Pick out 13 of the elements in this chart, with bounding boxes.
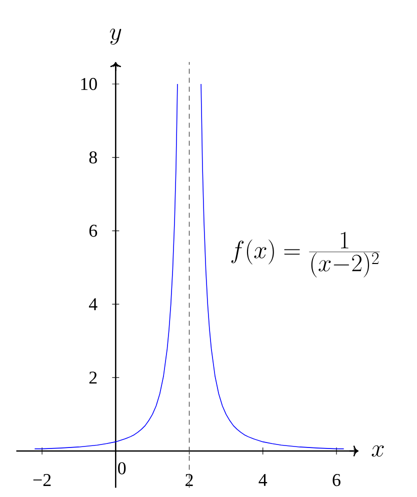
y-tick-label: 2 [89,372,97,384]
y-axis-title: $y$ [110,28,122,45]
y-tick-label: 6 [89,224,98,237]
x-tick-label: 2 [186,474,193,486]
y-tick-label: 4 [88,298,98,310]
y-tick-label: 10 [81,78,97,90]
x-tick-label: 6 [332,474,340,486]
y-tick-label: 8 [89,151,97,164]
annotation: $f(x) = \frac{1}{(x-2)^2}$ [231,232,380,278]
x-tick-label: −2 [33,474,51,486]
x-tick-label: 4 [258,474,268,486]
x-axis-title: $x$ [372,445,384,457]
annotation: 0 [118,462,126,474]
